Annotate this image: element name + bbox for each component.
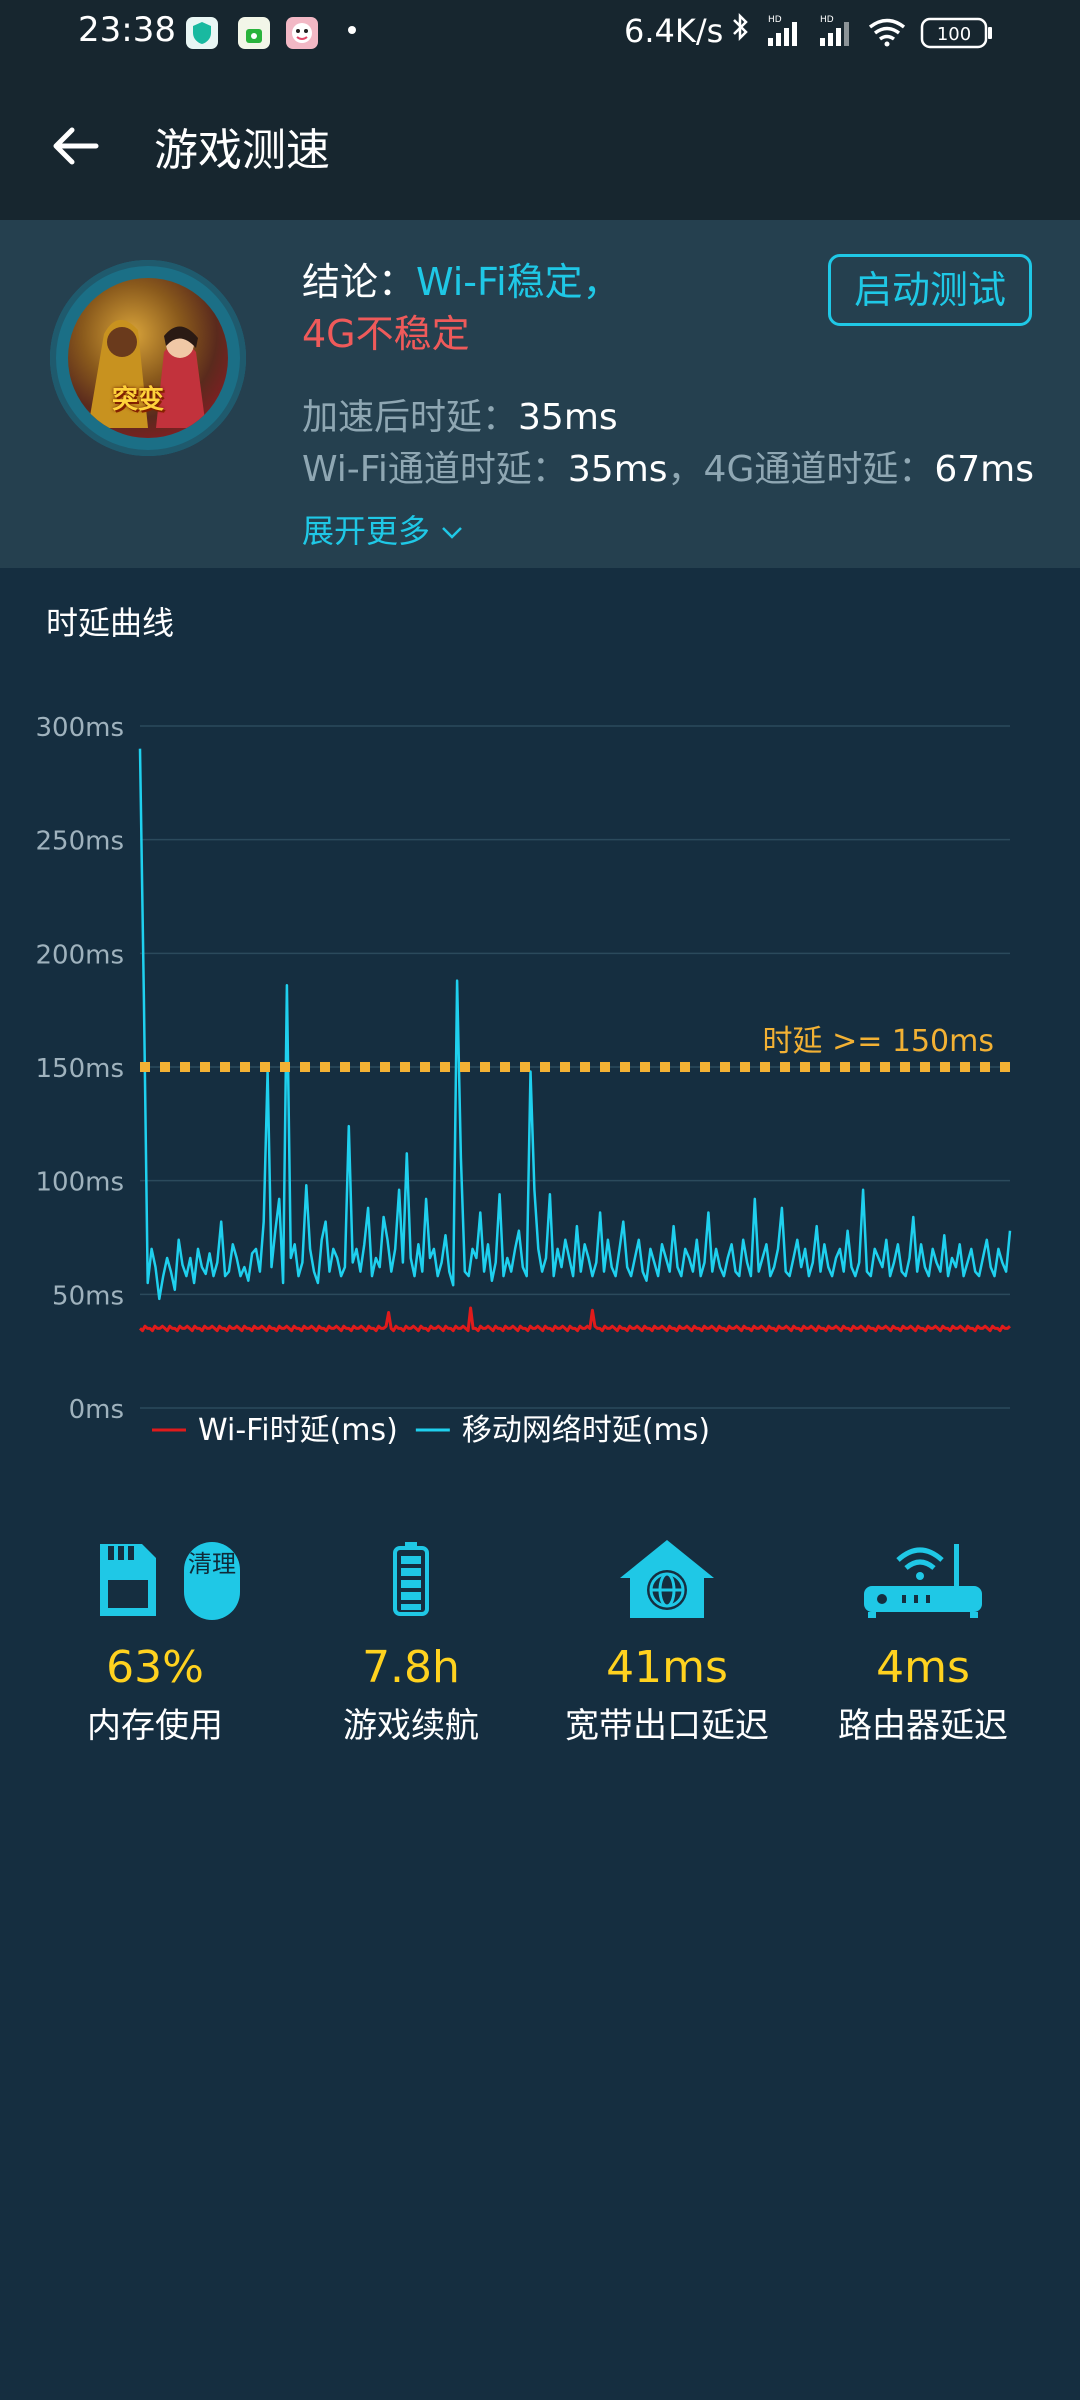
y-tick-label: 100ms <box>36 1168 125 1198</box>
wifi-channel-value: 35ms <box>567 449 668 490</box>
legend-label: 移动网络时延(ms) <box>462 1413 710 1448</box>
legend-label: Wi-Fi时延(ms) <box>198 1413 398 1448</box>
battery-life-label: 游戏续航 <box>343 1706 479 1746</box>
shield-app-icon <box>186 17 218 49</box>
router-latency-value: 4ms <box>876 1642 970 1693</box>
system-tray-icons: HD HD 100 <box>733 12 992 49</box>
wifi-status: Wi-Fi稳定， <box>416 260 621 304</box>
conclusion-label: 结论： <box>302 260 417 304</box>
broadband-latency-label: 宽带出口延迟 <box>565 1706 769 1746</box>
memory-usage-label: 内存使用 <box>87 1706 223 1746</box>
battery-icon <box>393 1542 429 1616</box>
series-line-wifi <box>138 1306 1011 1333</box>
game-artwork-image: 突变 <box>68 278 228 438</box>
g4-status: 4G不稳定 <box>302 312 470 356</box>
conclusion: 结论：Wi-Fi稳定， 4G不稳定 <box>302 256 621 360</box>
chevron-down-icon <box>442 527 463 539</box>
svg-text:100: 100 <box>937 24 971 45</box>
channel-latency-row: Wi-Fi通道时延：35ms，4G通道时延：67ms <box>302 440 1034 492</box>
status-time: 23:38 <box>78 10 176 50</box>
y-tick-label: 250ms <box>36 827 125 857</box>
chart-title: 时延曲线 <box>46 604 175 642</box>
y-tick-label: 200ms <box>36 940 125 970</box>
start-test-button[interactable]: 启动测试 <box>828 254 1032 326</box>
router-latency-label: 路由器延迟 <box>838 1706 1008 1746</box>
bluetooth-icon <box>733 12 748 42</box>
signal-hd-icon-2: HD <box>820 15 849 46</box>
svg-text:HD: HD <box>768 15 782 25</box>
stats-row: 清理 63% 内存使用 7.8h 游戏续航 41ms 宽带出口延迟 <box>0 1530 1080 1750</box>
threshold-label: 时延 >= 150ms <box>763 1024 994 1059</box>
stat-router[interactable]: 4ms 路由器延迟 <box>788 1530 1058 1750</box>
face-app-icon <box>286 17 318 49</box>
summary-panel: 突变 结论：Wi-Fi稳定， 4G不稳定 启动测试 加速后时延：35ms Wi-… <box>0 220 1080 568</box>
y-tick-label: 0ms <box>69 1395 124 1425</box>
g4-channel-label: 4G通道时延： <box>703 449 935 490</box>
sd-card-icon <box>100 1544 156 1616</box>
wifi-channel-label: Wi-Fi通道时延： <box>302 449 568 490</box>
page-title: 游戏测速 <box>154 125 330 176</box>
stat-broadband[interactable]: 41ms 宽带出口延迟 <box>532 1530 802 1750</box>
router-icon <box>864 1544 982 1618</box>
clean-button[interactable]: 清理 <box>184 1542 240 1620</box>
accel-latency-row: 加速后时延：35ms <box>302 388 618 440</box>
broadband-latency-value: 41ms <box>606 1642 728 1693</box>
house-globe-icon <box>620 1540 714 1618</box>
latency-chart: 0ms 50ms 100ms 150ms 200ms 250ms 300ms 时延 >= 15… <box>36 713 1012 1448</box>
signal-hd-icon: HD <box>768 15 797 46</box>
series-line-mobile <box>138 748 1012 1301</box>
stat-battery[interactable]: 7.8h 游戏续航 <box>276 1530 546 1750</box>
wifi-icon <box>868 18 906 47</box>
separator: ， <box>667 449 704 490</box>
notification-dot <box>348 26 356 34</box>
expand-more-label: 展开更多 <box>302 512 431 550</box>
y-tick-label: 150ms <box>36 1054 125 1084</box>
app-bar: 游戏测速 <box>0 66 1080 220</box>
svg-text:HD: HD <box>820 15 834 25</box>
battery-life-value: 7.8h <box>362 1642 460 1693</box>
expand-more-link[interactable]: 展开更多 <box>302 506 464 552</box>
game-logo-badge: 突变 <box>112 385 165 415</box>
g4-channel-value: 67ms <box>934 449 1034 490</box>
y-tick-label: 50ms <box>52 1281 124 1311</box>
stat-memory[interactable]: 清理 63% 内存使用 <box>20 1530 290 1750</box>
status-bar: 23:38 6.4K/s HD HD 100 <box>0 0 1080 66</box>
y-tick-label: 300ms <box>36 713 125 743</box>
accel-latency-label: 加速后时延： <box>302 397 519 438</box>
battery-icon: 100 <box>920 17 992 49</box>
lock-app-icon <box>238 17 270 49</box>
memory-usage-value: 63% <box>106 1642 204 1693</box>
accel-latency-value: 35ms <box>518 397 618 438</box>
network-speed: 6.4K/s <box>624 12 724 50</box>
back-arrow-icon[interactable] <box>46 116 106 176</box>
game-avatar: 突变 <box>50 260 246 456</box>
